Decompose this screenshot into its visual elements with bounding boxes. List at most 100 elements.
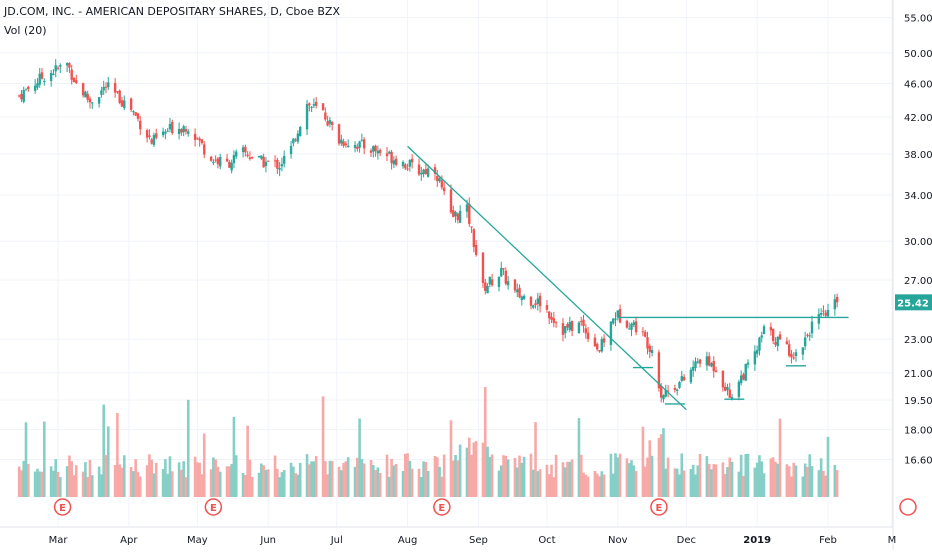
candle-body [264, 161, 268, 167]
volume-bar [330, 461, 334, 497]
candle-body [568, 322, 572, 330]
candle-body [646, 337, 649, 349]
candle-body [625, 320, 629, 328]
price-tick-label: 55.00 [904, 14, 932, 25]
volume-bar [474, 441, 478, 497]
volume-bar [499, 465, 503, 497]
candle-body [504, 270, 508, 284]
last-price-label: 25.42 [897, 298, 929, 309]
time-tick-label: May [187, 535, 208, 546]
candle-body [554, 322, 558, 324]
volume-bar [392, 465, 396, 497]
volume-bar [216, 466, 220, 497]
volume-bar [344, 461, 348, 497]
volume-bar [118, 464, 121, 497]
volume-bar [742, 475, 745, 497]
volume-bar [177, 462, 181, 497]
candle-body [251, 157, 254, 159]
candle-body [280, 164, 284, 167]
volume-bar [563, 467, 567, 497]
candle-body [310, 106, 313, 108]
earnings-marker-label: E [655, 503, 662, 514]
candle-body [532, 305, 535, 308]
volume-bar [56, 471, 60, 497]
volume-bar [374, 470, 377, 497]
time-axis[interactable]: Mar Apr May Jun Jul Aug Sep Oct Nov Dec 2019 Feb M [0, 526, 896, 546]
volume-bar [33, 471, 37, 497]
price-axis[interactable]: 55.00 50.00 46.00 42.00 38.00 34.00 30.00 27.00… [892, 0, 932, 550]
candle-body [262, 156, 265, 168]
candle-body [582, 319, 585, 327]
price-tick-label: 21.00 [904, 369, 932, 380]
time-tick-label: Mar [49, 535, 69, 546]
volume-bar [472, 442, 476, 497]
candle-body [742, 374, 745, 380]
candle-body [481, 252, 485, 283]
volume-bar [778, 418, 782, 497]
volume-bar [577, 418, 581, 497]
volume-bar [390, 458, 393, 497]
volume-bar [180, 469, 183, 497]
volume-bar [394, 464, 398, 497]
price-tick-label: 50.00 [904, 49, 932, 60]
volume-bar [81, 471, 85, 497]
candle-body [52, 74, 55, 76]
candle-body [758, 337, 761, 351]
volume-bar [84, 462, 87, 497]
candle-body [24, 89, 28, 91]
volume-bar [771, 457, 775, 497]
volume-bar [168, 456, 172, 497]
volume-bar [292, 466, 295, 497]
volume-bar [54, 459, 58, 497]
candle-body [662, 395, 665, 400]
volume-bar [753, 467, 757, 497]
candle-body [155, 133, 158, 138]
volume-bar [148, 454, 151, 497]
volume-bar [337, 466, 341, 497]
volume-bar [545, 464, 549, 497]
candle-body [392, 160, 396, 165]
volume-bar [595, 473, 599, 497]
volume-bar [730, 461, 734, 497]
volume-bar [803, 463, 807, 497]
candle-body [835, 296, 839, 303]
downtrend-trendline [407, 145, 687, 411]
candle-body [358, 141, 361, 148]
volume-bar [257, 472, 261, 497]
volume-bar [554, 454, 558, 497]
volume-bar [170, 471, 174, 497]
candle-body [502, 268, 505, 270]
volume-bar [186, 399, 190, 497]
volume-bar [36, 468, 39, 497]
candle-body [737, 381, 741, 398]
volume-bar [689, 468, 693, 497]
candle-body [330, 121, 334, 125]
volume-bar [42, 421, 46, 497]
candle-body [129, 98, 133, 110]
candle-body [819, 313, 823, 315]
volume-bar [100, 474, 103, 497]
candle-body [273, 160, 277, 162]
volume-bar [385, 454, 389, 497]
candle-body [314, 101, 318, 106]
volume-bar [276, 468, 279, 497]
candle-body [771, 328, 775, 342]
time-tick-label: Feb [819, 535, 837, 546]
price-tick-label: 34.00 [904, 191, 932, 202]
volume-bar [120, 467, 124, 497]
volume-bar [362, 463, 366, 497]
volume-bar [547, 474, 551, 497]
volume-bar [824, 475, 828, 497]
volume-bar [506, 459, 510, 497]
last-price-tag [895, 294, 932, 311]
volume-bar [24, 422, 28, 497]
volume-bar [488, 456, 492, 497]
volume-bar [294, 473, 297, 497]
candle-body [497, 276, 501, 287]
volume-indicator-label[interactable]: Vol (20) [4, 24, 47, 37]
price-tick-label: 30.00 [904, 237, 932, 248]
candle-body [440, 180, 444, 188]
earnings-marker [53, 498, 72, 516]
